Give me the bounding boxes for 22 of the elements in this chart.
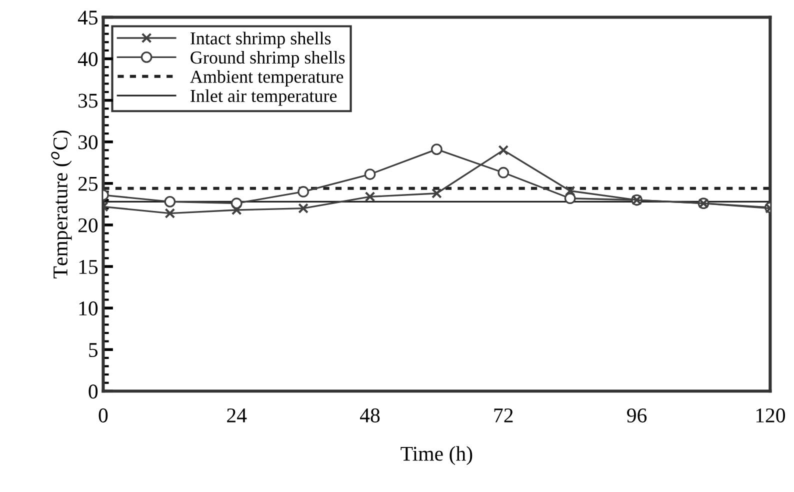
- x-tick-label: 0: [98, 408, 108, 422]
- x-tick-label: 48: [360, 408, 380, 422]
- y-tick-label: 5: [89, 343, 98, 358]
- y-tick-label: 10: [79, 301, 98, 316]
- x-tick-label: 24: [227, 408, 247, 422]
- y-tick-label: 20: [78, 218, 98, 232]
- legend-label: Ground shrimp shells: [190, 50, 345, 68]
- y-tick-label: 15: [79, 260, 98, 274]
- y-tick-label: 30: [78, 135, 98, 150]
- legend-label: Intact shrimp shells: [190, 32, 331, 48]
- legend-label: Inlet air temperature: [190, 89, 337, 106]
- y-tick-label: 25: [78, 176, 98, 191]
- x-axis-title: Time (h): [400, 446, 472, 466]
- y-axis-title: Temperature ($^{o}$C): [51, 130, 72, 278]
- y-tick-label: 0: [88, 384, 98, 399]
- y-tick-label: 45: [78, 10, 98, 25]
- x-tick-label: 72: [494, 408, 513, 422]
- x-tick-label: 96: [627, 408, 647, 422]
- y-tick-label: 35: [78, 94, 98, 108]
- y-tick-label: 40: [78, 52, 98, 66]
- x-tick-label: 120: [756, 408, 786, 422]
- legend-label: Ambient temperature: [190, 70, 344, 87]
